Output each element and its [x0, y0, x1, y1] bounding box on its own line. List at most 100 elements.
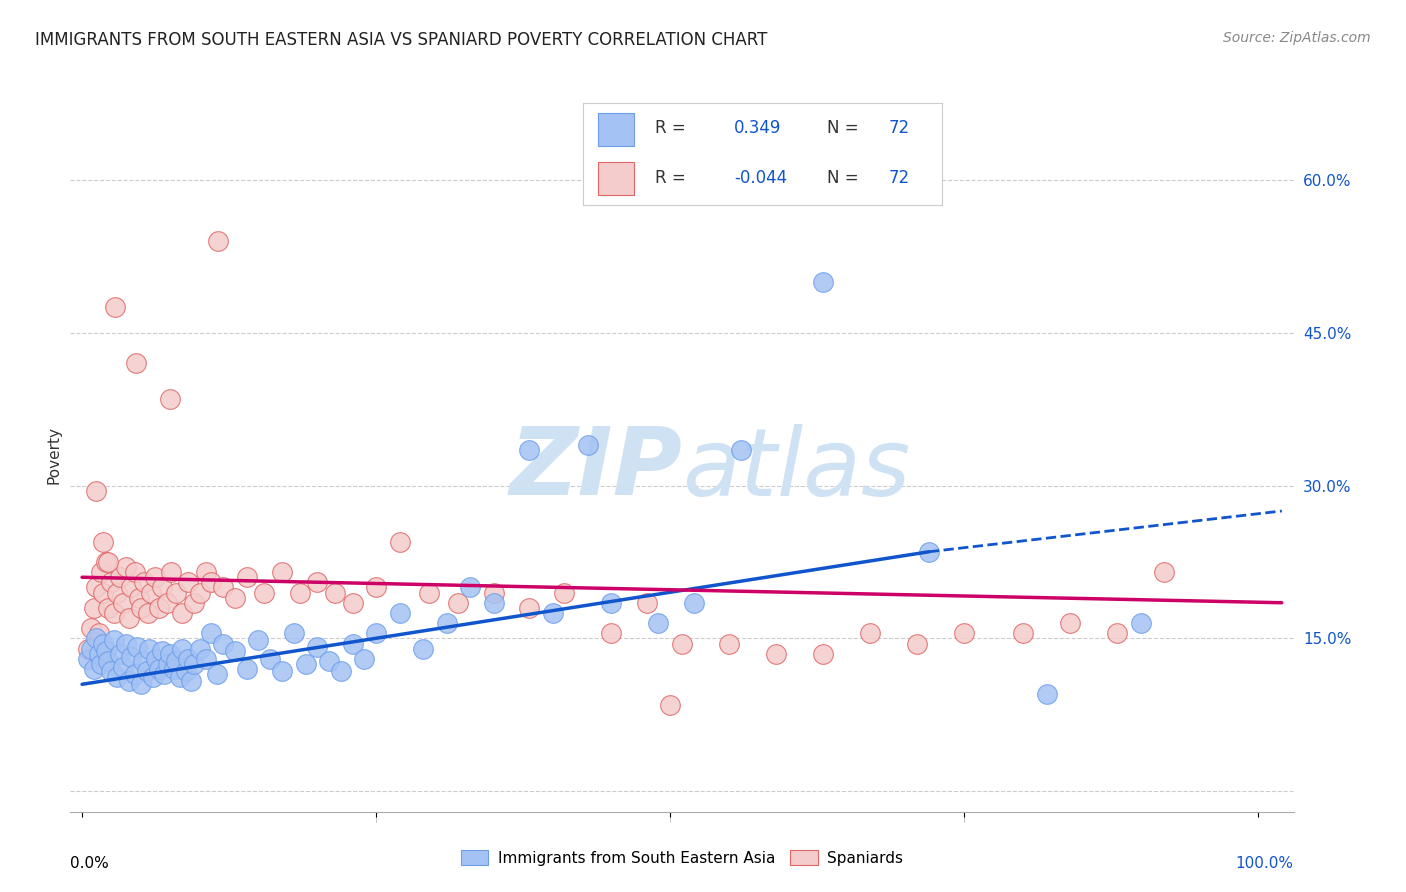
Point — [600, 626, 623, 640]
Point — [307, 640, 329, 654]
Point — [165, 585, 187, 599]
Point — [121, 649, 143, 664]
Point — [170, 606, 193, 620]
Point — [1153, 565, 1175, 579]
Point — [104, 300, 127, 314]
Point — [87, 626, 110, 640]
Point — [125, 356, 148, 370]
Point — [1129, 616, 1152, 631]
Point — [136, 606, 159, 620]
Point — [114, 560, 136, 574]
Point — [212, 581, 235, 595]
Point — [342, 596, 364, 610]
Point — [436, 616, 458, 631]
Point — [1012, 626, 1035, 640]
Point — [77, 641, 100, 656]
Point — [235, 662, 257, 676]
Point — [100, 575, 122, 590]
Point — [259, 652, 281, 666]
Point — [118, 611, 141, 625]
Point — [112, 596, 135, 610]
Point — [143, 570, 166, 584]
Point — [294, 657, 316, 671]
Text: 0.349: 0.349 — [734, 120, 782, 137]
Point — [177, 575, 200, 590]
Point — [447, 596, 470, 610]
Point — [174, 664, 197, 678]
Point — [730, 442, 752, 457]
Point — [765, 647, 787, 661]
Point — [100, 664, 122, 678]
Point — [541, 606, 564, 620]
Point — [80, 621, 103, 635]
Point — [170, 641, 193, 656]
Point — [163, 662, 186, 676]
Point — [128, 591, 150, 605]
Point — [1059, 616, 1081, 631]
Point — [90, 657, 112, 671]
Point — [83, 662, 105, 676]
Point — [224, 643, 246, 657]
Point — [84, 632, 107, 646]
Point — [91, 636, 114, 650]
Text: 0.0%: 0.0% — [70, 856, 110, 871]
Point — [87, 647, 110, 661]
Point — [224, 591, 246, 605]
Point — [353, 652, 375, 666]
Point — [323, 585, 346, 599]
Point — [83, 600, 105, 615]
Text: 72: 72 — [889, 169, 910, 187]
Point — [682, 596, 704, 610]
Point — [1035, 688, 1057, 702]
Point — [271, 565, 294, 579]
Point — [114, 636, 136, 650]
Point — [235, 570, 257, 584]
Point — [366, 626, 388, 640]
Point — [138, 641, 160, 656]
Text: Source: ZipAtlas.com: Source: ZipAtlas.com — [1223, 31, 1371, 45]
Point — [148, 662, 170, 676]
Point — [859, 626, 882, 640]
Point — [482, 585, 505, 599]
Point — [636, 596, 658, 610]
Point — [105, 585, 128, 599]
Y-axis label: Poverty: Poverty — [46, 425, 62, 484]
Point — [97, 555, 120, 569]
Point — [80, 641, 103, 656]
Point — [165, 654, 187, 668]
Point — [91, 534, 114, 549]
Point — [418, 585, 440, 599]
Text: -0.044: -0.044 — [734, 169, 787, 187]
Point — [188, 585, 211, 599]
Point — [150, 581, 173, 595]
Point — [169, 670, 191, 684]
Point — [127, 640, 149, 654]
Point — [1107, 626, 1129, 640]
Text: N =: N = — [827, 120, 865, 137]
Point — [84, 483, 107, 498]
Point — [105, 670, 128, 684]
Point — [600, 596, 623, 610]
Point — [132, 654, 155, 668]
Point — [97, 654, 120, 668]
Point — [671, 636, 693, 650]
Point — [194, 565, 217, 579]
Point — [156, 596, 179, 610]
Point — [90, 565, 112, 579]
Bar — [598, 112, 634, 145]
Point — [905, 636, 928, 650]
Point — [247, 633, 270, 648]
Point — [659, 698, 682, 712]
Point — [200, 626, 222, 640]
Point — [288, 585, 311, 599]
Point — [412, 641, 434, 656]
Bar — [598, 162, 634, 194]
Point — [458, 581, 481, 595]
Point — [576, 438, 599, 452]
Point — [103, 633, 125, 648]
Point — [366, 581, 388, 595]
Point — [388, 606, 411, 620]
Point — [207, 667, 229, 681]
Point — [329, 664, 352, 678]
Point — [183, 596, 205, 610]
